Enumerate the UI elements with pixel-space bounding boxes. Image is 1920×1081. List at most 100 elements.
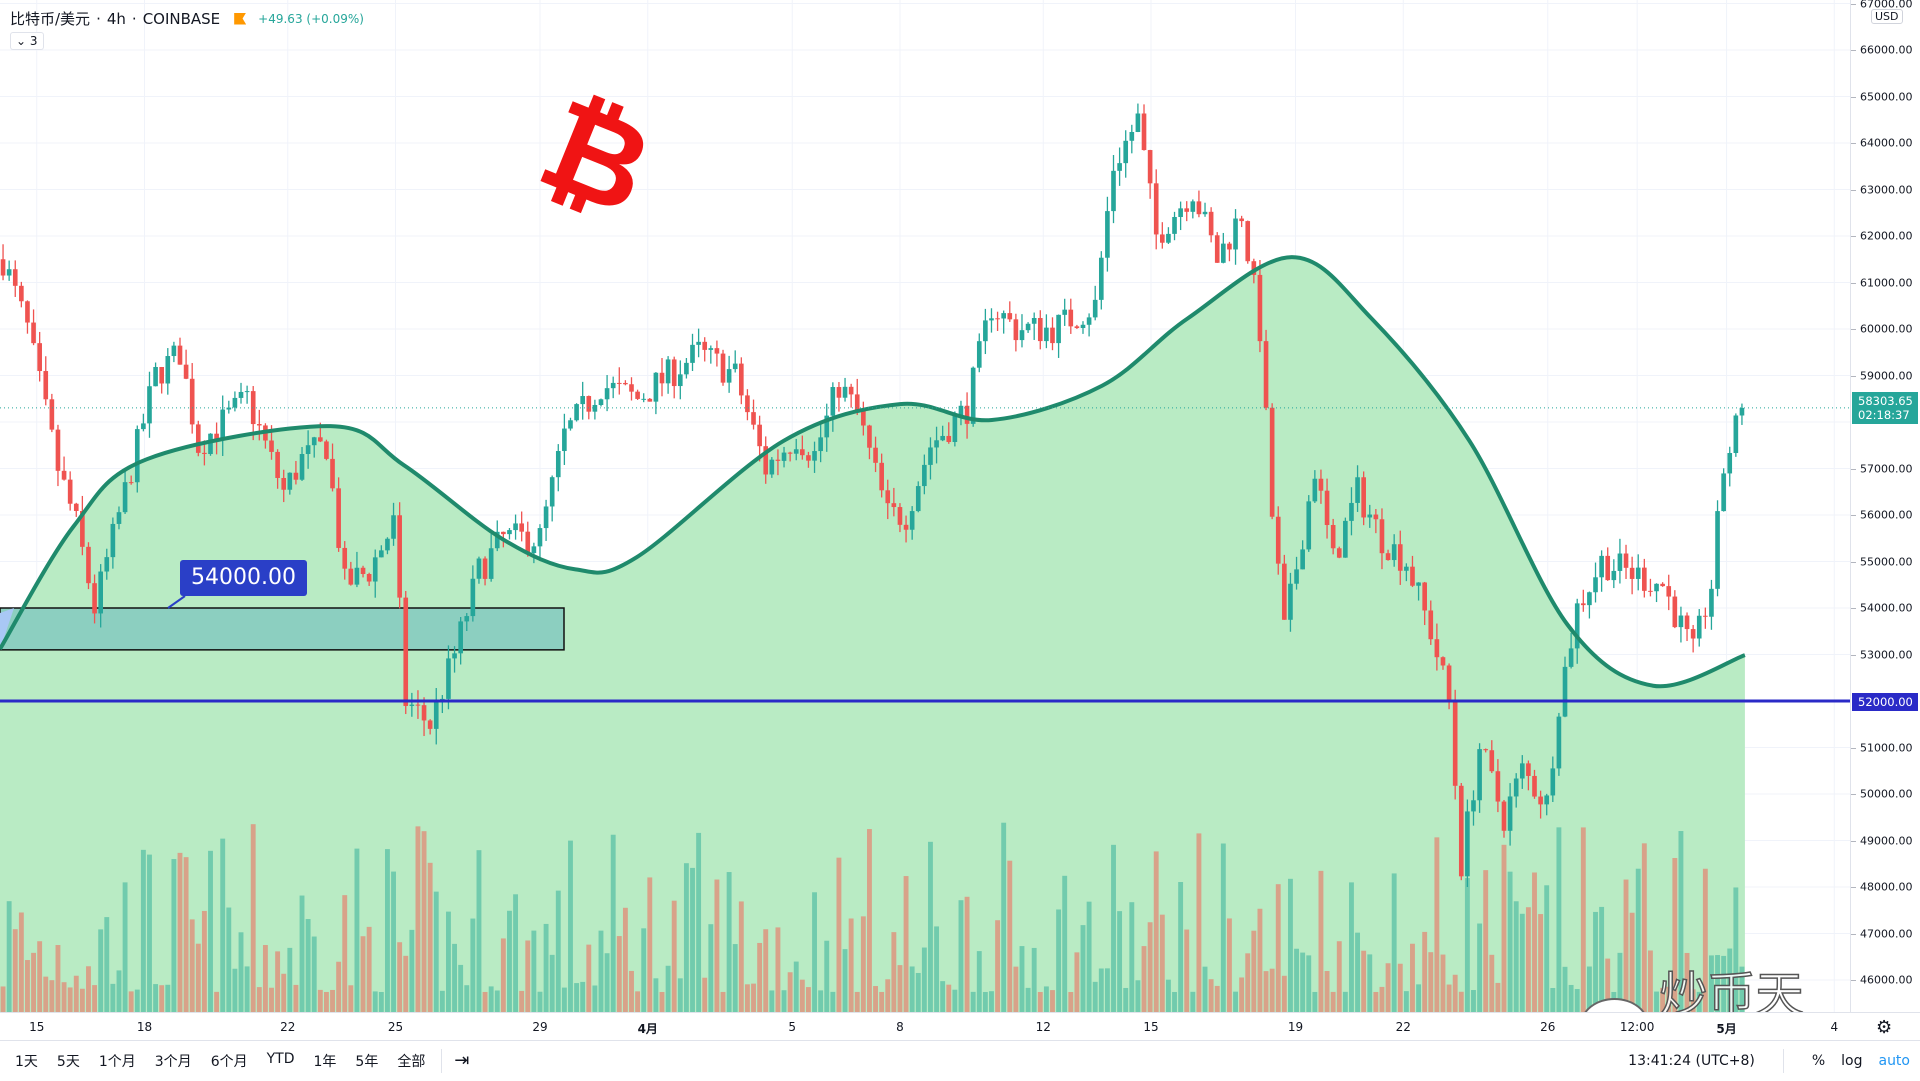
clock[interactable]: 13:41:24 (UTC+8) xyxy=(1628,1053,1755,1069)
candle xyxy=(122,482,128,513)
candle xyxy=(1318,478,1324,491)
range-8[interactable]: 全部 xyxy=(397,1053,426,1070)
volume-bar xyxy=(391,871,396,1012)
candle xyxy=(494,531,500,549)
candle xyxy=(433,700,439,729)
candle xyxy=(720,353,726,383)
candle xyxy=(1623,553,1629,568)
price-tag: 58303.65 02:18:37 xyxy=(1852,391,1918,424)
candle xyxy=(537,528,543,547)
volume-bar xyxy=(1159,914,1165,1012)
candle xyxy=(1739,407,1745,416)
volume-bar xyxy=(970,991,976,1012)
candle xyxy=(269,440,274,452)
goto-date-button[interactable]: ⇥ xyxy=(454,1050,470,1071)
time-axis[interactable]: ⚙ 15 18 22 25 29 4月 5 8 12 15 19 22 26 12:00 5月 4 xyxy=(0,1012,1920,1040)
x-label: 5月 xyxy=(1716,1022,1737,1036)
candle xyxy=(1037,318,1043,342)
candle xyxy=(1282,563,1287,620)
candle xyxy=(208,433,213,455)
x-label: 12:00 xyxy=(1619,1020,1655,1034)
volume-bar xyxy=(323,991,329,1012)
candle xyxy=(1684,615,1690,630)
volume-bar xyxy=(1318,870,1324,1012)
candle xyxy=(543,506,549,529)
candle xyxy=(781,452,787,461)
range-2[interactable]: 1个月 xyxy=(98,1053,136,1070)
candle xyxy=(885,490,891,504)
candle xyxy=(311,437,317,446)
candle xyxy=(1007,313,1013,320)
volume-bar xyxy=(1147,922,1153,1012)
y-label: 57000.00 xyxy=(1860,462,1913,475)
volume-bar xyxy=(153,984,159,1012)
volume-bar xyxy=(122,882,128,1012)
candle xyxy=(934,440,939,448)
candle xyxy=(110,523,116,558)
candle xyxy=(0,259,6,276)
volume-bar xyxy=(1153,851,1159,1012)
candle xyxy=(1269,407,1275,517)
candle xyxy=(1153,183,1159,235)
volume-bar xyxy=(1471,990,1476,1012)
candle xyxy=(1196,201,1202,215)
candle xyxy=(1483,749,1489,751)
volume-bar xyxy=(726,872,732,1012)
candle xyxy=(616,382,622,384)
candle xyxy=(1343,520,1348,558)
volume-bar xyxy=(1690,989,1696,1012)
price-axis[interactable]: USD 67000.00 66000.00 65000.00 64000.00 6300… xyxy=(1850,0,1920,1012)
volume-bar xyxy=(366,926,372,1012)
range-4[interactable]: 6个月 xyxy=(210,1053,248,1070)
volume-bar xyxy=(1464,878,1470,1012)
candle xyxy=(1489,750,1495,772)
candle xyxy=(1471,800,1476,812)
collapse-indicators-button[interactable]: ⌄ 3 xyxy=(10,32,44,50)
percent-toggle[interactable]: % xyxy=(1811,1053,1826,1069)
symbol-name[interactable]: 比特币/美元 xyxy=(10,10,91,28)
y-tick xyxy=(1851,189,1856,191)
candle xyxy=(409,704,415,706)
range-0[interactable]: 1天 xyxy=(15,1053,38,1070)
currency-label[interactable]: USD xyxy=(1871,9,1903,24)
volume-bar xyxy=(574,983,580,1012)
candle xyxy=(958,405,964,416)
candle xyxy=(1733,415,1739,454)
candle xyxy=(12,269,18,286)
candle xyxy=(574,404,579,421)
price-chart[interactable]: 比特币/美元 · 4h · COINBASE +49.63 (+0.09%) ⌄… xyxy=(0,0,1850,1012)
watermark-text: 炒币天王 xyxy=(1659,966,1805,1012)
volume-bar xyxy=(1349,882,1354,1012)
interval[interactable]: 4h xyxy=(106,9,126,28)
candle xyxy=(1428,610,1434,640)
range-6[interactable]: 1年 xyxy=(313,1053,337,1070)
y-label: 60000.00 xyxy=(1860,322,1913,336)
volume-bar xyxy=(629,970,634,1012)
settings-icon[interactable]: ⚙ xyxy=(1876,1017,1893,1038)
candle xyxy=(1300,549,1305,570)
candle xyxy=(1074,326,1080,329)
volume-bar xyxy=(958,900,964,1012)
volume-bar xyxy=(1141,946,1147,1012)
volume-bar xyxy=(500,938,506,1012)
volume-bar xyxy=(427,862,433,1012)
range-7[interactable]: 5年 xyxy=(355,1053,379,1070)
candle xyxy=(1306,501,1312,550)
box-price-label[interactable]: 54000.00 xyxy=(180,560,307,596)
candle xyxy=(342,547,348,569)
volume-bar xyxy=(1269,968,1275,1012)
volume-bar xyxy=(952,989,958,1012)
range-1[interactable]: 5天 xyxy=(56,1053,80,1070)
candle xyxy=(1678,615,1684,628)
range-3[interactable]: 3个月 xyxy=(154,1053,192,1070)
chart-canvas[interactable] xyxy=(0,0,1850,1012)
volume-bar xyxy=(1709,955,1714,1012)
candle xyxy=(470,578,476,617)
candle xyxy=(879,462,884,491)
candle xyxy=(92,583,97,614)
range-5[interactable]: YTD xyxy=(266,1050,295,1067)
log-toggle[interactable]: log xyxy=(1841,1053,1863,1069)
flag-icon[interactable] xyxy=(234,12,247,25)
candle xyxy=(586,396,592,412)
auto-toggle[interactable]: auto xyxy=(1878,1053,1910,1069)
